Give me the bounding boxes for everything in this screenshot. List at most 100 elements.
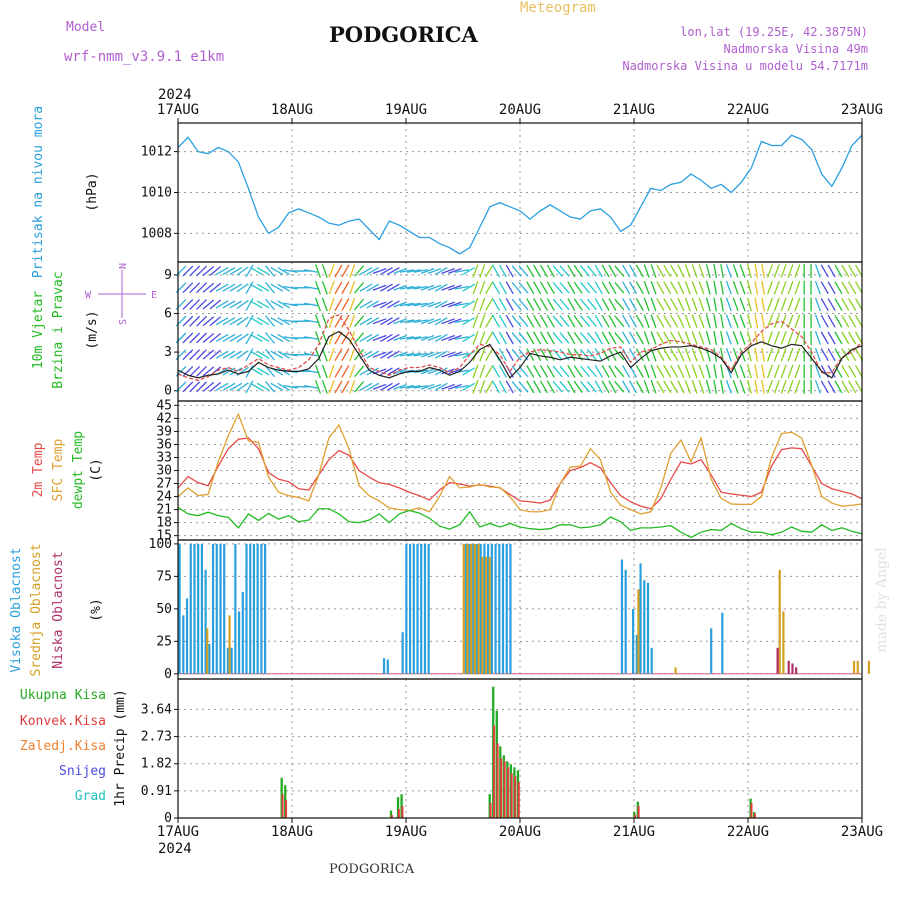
wind-arrow [448,334,462,341]
wind-arrow [739,380,746,394]
wind-arrow [766,364,773,379]
wind-arrow [341,298,350,311]
wind-arrow [608,380,617,394]
wind-arrow [209,381,222,392]
wind-arrow [215,300,229,309]
wind-arrow [491,314,501,328]
cloud-bar [256,543,259,674]
wind-arrow [794,280,801,295]
wind-arrow [841,331,850,345]
wind-arrow [622,380,631,394]
wind-arrow [766,280,773,295]
wind-arrow [656,314,665,328]
wind-speed-line [177,330,863,379]
wind-arrow [761,297,765,312]
wind-arrow [249,283,263,292]
wind-arrow [462,266,476,276]
wind-arrow [441,383,455,390]
wind-arrow [270,333,284,342]
bottom-date-label: 18AUG [271,824,313,840]
wind-arrow [787,331,794,345]
wind-arrow [265,332,276,344]
wind-arrow [209,316,222,327]
y-tick-label: 21 [156,503,172,518]
wind-arrow [498,264,507,278]
wind-arrow [713,330,718,345]
wind-arrow [552,381,563,393]
wind-arrow [720,314,724,329]
wind-arrow [670,348,679,362]
wind-arrow [573,298,583,311]
cloud-bar [249,543,252,674]
wind-arrow [511,281,522,294]
wind-arrow [684,331,691,345]
pressure-title: Pritisak na nivou mora [31,106,46,278]
wind-arrow [349,380,356,394]
cloud-bar [237,611,241,674]
wind-arrow [780,364,787,379]
wind-arrow [399,384,415,389]
wind-arrow [766,297,773,312]
wind-arrow [594,264,603,278]
wind-arrow [441,334,455,341]
compass-south: S [118,319,129,325]
wind-arrow [479,331,486,345]
wind-arrow [265,348,276,361]
wind-arrow [698,314,705,329]
wind-arrow [511,332,522,344]
top-date-label: 19AUG [385,102,427,118]
wind-arrow [270,300,284,309]
wind-arrow [498,314,507,328]
wind-arrow [511,315,522,327]
wind-arrow [341,365,350,378]
wind-arrow [454,269,469,273]
conv-precip-bar [750,803,753,818]
wind-arrow [628,380,638,394]
wind-arrow [663,380,672,394]
wind-arrow [854,314,864,328]
wind-arrow [491,331,501,345]
wind-arrow [713,314,718,329]
wind-arrow [406,285,421,290]
wind-arrow [256,300,270,309]
wind-arrow [533,380,542,394]
wind-arrow [746,297,752,312]
wind-arrow [677,281,685,295]
wind-arrow [650,380,657,394]
wind-arrow [454,319,469,324]
wind-arrow [256,350,270,359]
wind-arrow [249,266,263,276]
temp-ylabel: (C) [89,458,104,481]
wind-arrow [321,264,328,278]
bottom-year-label: 2024 [158,841,192,857]
cloud-bar [178,543,181,674]
wind-arrow [552,298,563,311]
wind-arrow [202,266,215,277]
wind-arrow [505,298,514,311]
top-date-label: 23AUG [841,102,883,118]
y-tick-label: 6 [164,306,172,321]
wind-arrow [670,281,679,295]
cloud-bar [635,634,638,674]
wind-arrow [321,380,328,394]
wind-arrow [614,332,625,344]
wind-arrow [720,330,724,345]
wind-arrow [209,299,222,310]
wind-arrow [546,331,555,345]
wind-arrow [479,380,486,394]
wind-arrow [635,331,644,345]
wind-arrow [359,350,373,359]
wind-arrow [406,319,421,324]
wind-arrow [546,314,555,328]
wind-arrow [265,265,276,277]
wind-arrow [725,297,732,312]
wind-arrow [386,266,400,276]
wind-arrow [222,283,236,292]
wind-arrow [441,284,455,291]
wind-arrow [713,364,718,379]
cloud-bar [208,643,211,674]
wind-arrow [677,364,685,379]
wind-arrow [354,298,365,311]
wind-arrow [656,264,665,278]
